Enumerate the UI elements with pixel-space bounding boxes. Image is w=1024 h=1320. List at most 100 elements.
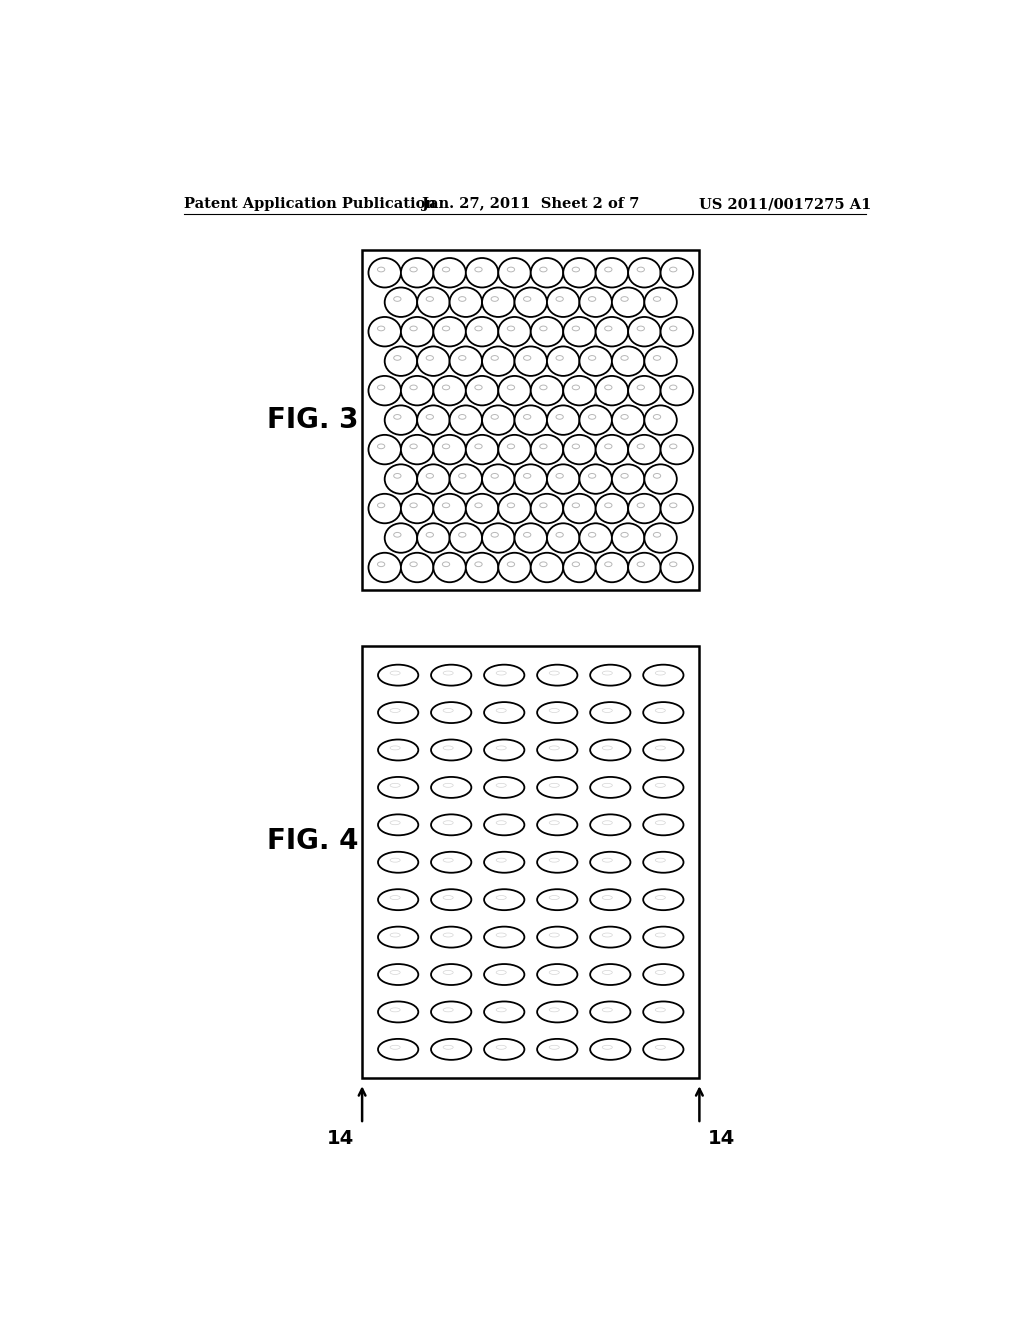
Ellipse shape bbox=[563, 494, 596, 523]
Ellipse shape bbox=[433, 317, 466, 346]
Ellipse shape bbox=[563, 317, 596, 346]
Ellipse shape bbox=[484, 1039, 524, 1060]
Ellipse shape bbox=[538, 702, 578, 723]
Ellipse shape bbox=[417, 465, 450, 494]
Text: FIG. 4: FIG. 4 bbox=[267, 826, 358, 854]
Ellipse shape bbox=[590, 665, 631, 685]
Ellipse shape bbox=[450, 288, 482, 317]
Ellipse shape bbox=[484, 964, 524, 985]
Ellipse shape bbox=[538, 665, 578, 685]
Ellipse shape bbox=[369, 434, 401, 465]
Ellipse shape bbox=[450, 405, 482, 434]
Ellipse shape bbox=[431, 1039, 471, 1060]
Ellipse shape bbox=[433, 376, 466, 405]
Ellipse shape bbox=[596, 317, 628, 346]
Ellipse shape bbox=[433, 434, 466, 465]
Ellipse shape bbox=[482, 346, 514, 376]
Ellipse shape bbox=[378, 964, 419, 985]
Ellipse shape bbox=[378, 665, 419, 685]
Ellipse shape bbox=[643, 1002, 683, 1023]
Bar bbox=[362, 647, 699, 1078]
Ellipse shape bbox=[514, 346, 547, 376]
Ellipse shape bbox=[660, 257, 693, 288]
Ellipse shape bbox=[590, 739, 631, 760]
Ellipse shape bbox=[417, 288, 450, 317]
Ellipse shape bbox=[482, 465, 514, 494]
Ellipse shape bbox=[547, 346, 580, 376]
Ellipse shape bbox=[530, 317, 563, 346]
Ellipse shape bbox=[431, 890, 471, 911]
Ellipse shape bbox=[612, 405, 644, 434]
Ellipse shape bbox=[538, 1002, 578, 1023]
Ellipse shape bbox=[401, 317, 433, 346]
Ellipse shape bbox=[538, 927, 578, 948]
Text: FIG. 3: FIG. 3 bbox=[267, 407, 358, 434]
Ellipse shape bbox=[385, 465, 417, 494]
Ellipse shape bbox=[612, 523, 644, 553]
Ellipse shape bbox=[378, 739, 419, 760]
Ellipse shape bbox=[590, 702, 631, 723]
Ellipse shape bbox=[417, 523, 450, 553]
Ellipse shape bbox=[660, 376, 693, 405]
Ellipse shape bbox=[538, 739, 578, 760]
Ellipse shape bbox=[590, 814, 631, 836]
Ellipse shape bbox=[580, 465, 612, 494]
Ellipse shape bbox=[538, 851, 578, 873]
Ellipse shape bbox=[612, 346, 644, 376]
Ellipse shape bbox=[484, 702, 524, 723]
Ellipse shape bbox=[644, 465, 677, 494]
Ellipse shape bbox=[385, 523, 417, 553]
Ellipse shape bbox=[401, 494, 433, 523]
Ellipse shape bbox=[482, 523, 514, 553]
Bar bbox=[362, 249, 699, 590]
Ellipse shape bbox=[401, 376, 433, 405]
Ellipse shape bbox=[643, 851, 683, 873]
Ellipse shape bbox=[563, 434, 596, 465]
Ellipse shape bbox=[484, 927, 524, 948]
Ellipse shape bbox=[590, 964, 631, 985]
Ellipse shape bbox=[431, 964, 471, 985]
Ellipse shape bbox=[580, 288, 612, 317]
Ellipse shape bbox=[628, 434, 660, 465]
Ellipse shape bbox=[530, 434, 563, 465]
Ellipse shape bbox=[563, 376, 596, 405]
Ellipse shape bbox=[431, 927, 471, 948]
Text: US 2011/0017275 A1: US 2011/0017275 A1 bbox=[699, 197, 871, 211]
Ellipse shape bbox=[514, 523, 547, 553]
Ellipse shape bbox=[547, 465, 580, 494]
Ellipse shape bbox=[644, 288, 677, 317]
Ellipse shape bbox=[431, 665, 471, 685]
Ellipse shape bbox=[499, 553, 530, 582]
Ellipse shape bbox=[484, 777, 524, 797]
Ellipse shape bbox=[484, 851, 524, 873]
Text: Patent Application Publication: Patent Application Publication bbox=[183, 197, 435, 211]
Ellipse shape bbox=[580, 405, 612, 434]
Ellipse shape bbox=[644, 523, 677, 553]
Ellipse shape bbox=[433, 494, 466, 523]
Ellipse shape bbox=[401, 553, 433, 582]
Ellipse shape bbox=[484, 890, 524, 911]
Ellipse shape bbox=[484, 665, 524, 685]
Ellipse shape bbox=[596, 376, 628, 405]
Ellipse shape bbox=[417, 346, 450, 376]
Ellipse shape bbox=[643, 665, 683, 685]
Ellipse shape bbox=[643, 777, 683, 797]
Ellipse shape bbox=[660, 317, 693, 346]
Ellipse shape bbox=[466, 317, 499, 346]
Ellipse shape bbox=[580, 523, 612, 553]
Ellipse shape bbox=[643, 927, 683, 948]
Text: Jan. 27, 2011  Sheet 2 of 7: Jan. 27, 2011 Sheet 2 of 7 bbox=[422, 197, 639, 211]
Ellipse shape bbox=[643, 739, 683, 760]
Text: 14: 14 bbox=[708, 1129, 734, 1148]
Ellipse shape bbox=[590, 777, 631, 797]
Ellipse shape bbox=[385, 405, 417, 434]
Ellipse shape bbox=[628, 494, 660, 523]
Ellipse shape bbox=[547, 288, 580, 317]
Ellipse shape bbox=[499, 434, 530, 465]
Ellipse shape bbox=[433, 553, 466, 582]
Ellipse shape bbox=[450, 523, 482, 553]
Ellipse shape bbox=[538, 964, 578, 985]
Ellipse shape bbox=[590, 851, 631, 873]
Ellipse shape bbox=[628, 553, 660, 582]
Ellipse shape bbox=[499, 494, 530, 523]
